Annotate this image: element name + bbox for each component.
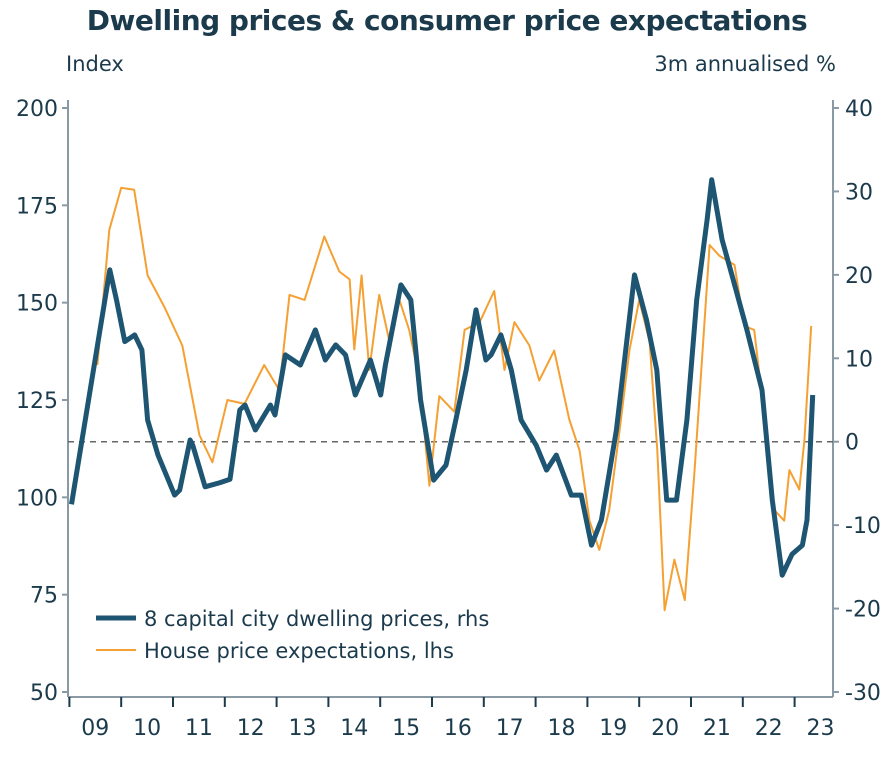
x-tick-label: 20 <box>651 716 679 741</box>
right-tick-label: 10 <box>845 347 873 372</box>
right-tick-label: -10 <box>845 514 881 539</box>
dwelling-prices-line <box>69 177 816 578</box>
x-tick-label: 10 <box>133 716 161 741</box>
x-tick-label: 16 <box>444 716 472 741</box>
x-tick-label: 13 <box>289 716 317 741</box>
x-tick-label: 21 <box>703 716 731 741</box>
house-price-expectations-line <box>96 186 813 612</box>
x-tick-label: 14 <box>340 716 368 741</box>
right-tick-label: -30 <box>845 681 881 706</box>
left-tick-label: 200 <box>16 97 58 122</box>
legend-label: 8 capital city dwelling prices, rhs <box>144 607 489 631</box>
left-tick-label: 175 <box>16 194 58 219</box>
x-tick-label: 17 <box>496 716 524 741</box>
left-tick-label: 125 <box>16 389 58 414</box>
x-tick-label: 09 <box>81 716 109 741</box>
right-tick-label: 20 <box>845 264 873 289</box>
x-tick-label: 15 <box>392 716 420 741</box>
left-tick-label: 150 <box>16 292 58 317</box>
left-tick-label: 100 <box>16 486 58 511</box>
legend-label: House price expectations, lhs <box>144 639 454 663</box>
right-tick-label: 30 <box>845 180 873 205</box>
x-tick-label: 18 <box>548 716 576 741</box>
x-tick-label: 19 <box>599 716 627 741</box>
x-tick-label: 23 <box>807 716 835 741</box>
right-tick-label: 40 <box>845 97 873 122</box>
chart-title: Dwelling prices & consumer price expecta… <box>86 4 808 37</box>
x-tick-label: 11 <box>185 716 213 741</box>
right-axis-label: 3m annualised % <box>654 52 836 76</box>
left-tick-label: 50 <box>30 681 58 706</box>
x-tick-label: 12 <box>237 716 265 741</box>
left-axis-label: Index <box>66 52 124 76</box>
right-tick-label: -20 <box>845 598 881 623</box>
x-tick-label: 22 <box>755 716 783 741</box>
right-tick-label: 0 <box>845 431 859 456</box>
left-tick-label: 75 <box>30 584 58 609</box>
